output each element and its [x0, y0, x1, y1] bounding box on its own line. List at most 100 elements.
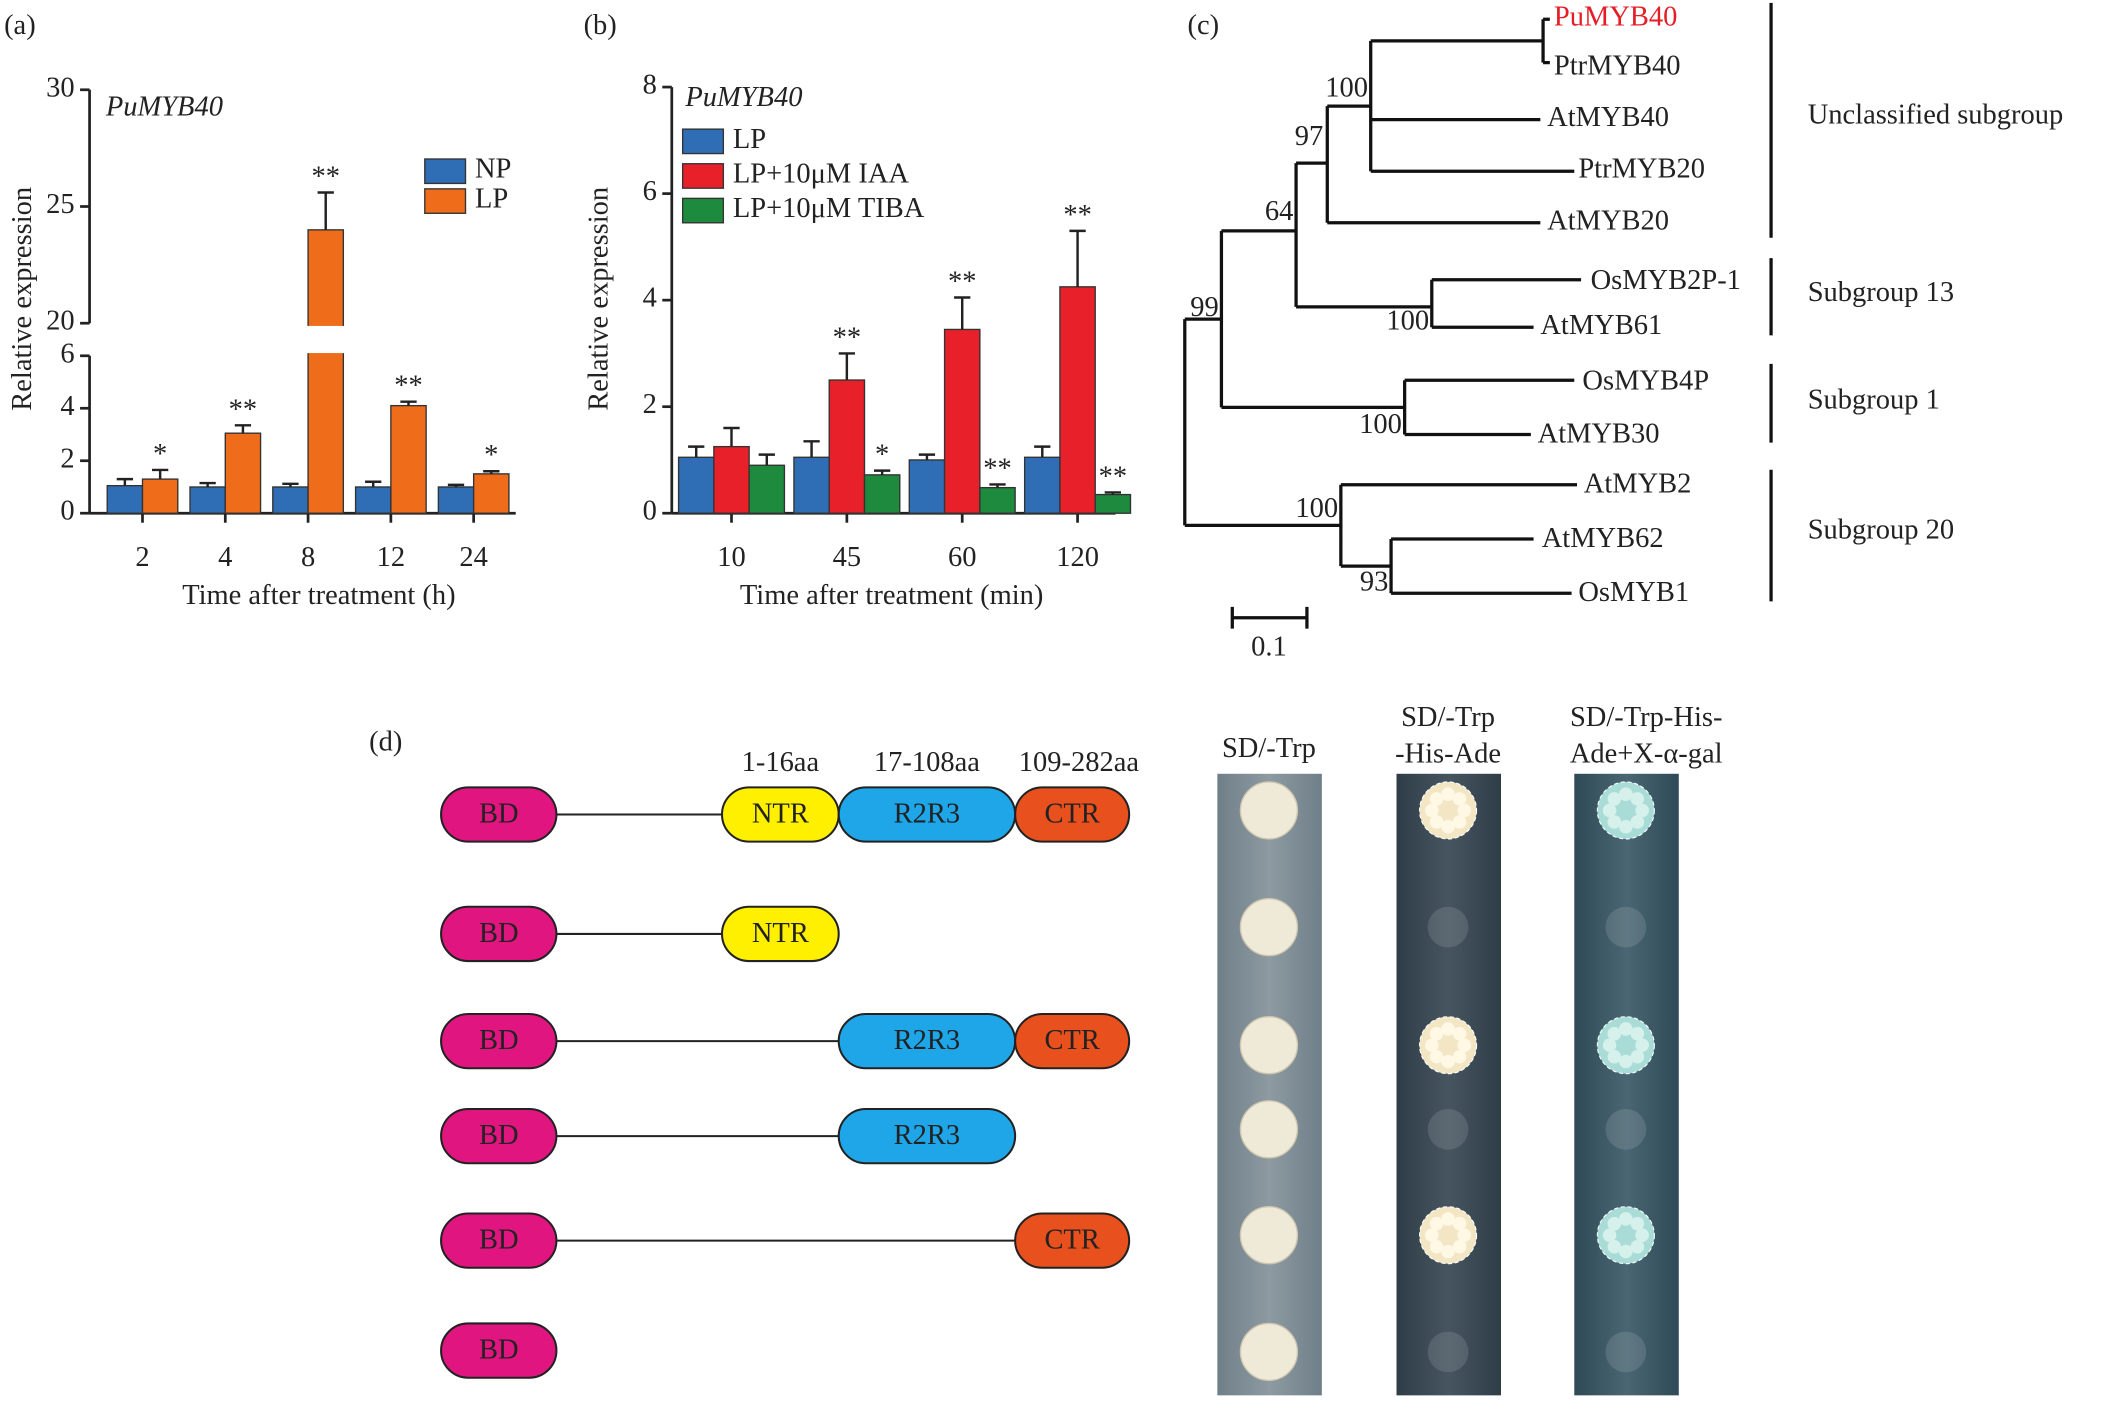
domain [440, 1322, 558, 1379]
domain [837, 1107, 1017, 1165]
colony [1239, 1206, 1299, 1265]
y-tick-label: 6 [643, 176, 657, 207]
colony-texture [1425, 803, 1439, 818]
domain-label: R2R3 [894, 798, 960, 829]
phylogenetic-tree: (c) PuMYB40 PtrMYB40 AtMYB40 PtrMYB20 At… [1183, 2, 2063, 662]
bootstrap-value: 97 [1295, 121, 1323, 152]
y-tick-label: 2 [643, 389, 657, 420]
error-bar [1034, 445, 1051, 458]
bar [437, 486, 475, 514]
legend-label: LP [733, 124, 766, 155]
position-label: 1-16aa [742, 747, 820, 778]
y-tick-label: 30 [46, 72, 74, 103]
colony-texture [1457, 1038, 1472, 1052]
error-bar [234, 424, 252, 434]
y-tick-label: 0 [643, 496, 657, 527]
colony-texture [1441, 1212, 1455, 1226]
position-label: 109-282aa [1019, 747, 1140, 778]
panel-label: (c) [1188, 10, 1220, 41]
colony-texture [1452, 1216, 1467, 1231]
bar [677, 456, 715, 514]
colony-texture [1429, 792, 1444, 806]
plate-header: SD/-Trp-His- [1570, 702, 1722, 733]
error-bar [989, 483, 1006, 488]
spot [1427, 1331, 1469, 1373]
colony-texture [1441, 819, 1455, 834]
error-bar [838, 352, 855, 381]
significance-mark: ** [394, 371, 422, 402]
colony-texture [1602, 1228, 1617, 1243]
domain-label: CTR [1044, 1025, 1099, 1056]
colony-texture [1619, 1022, 1633, 1036]
colony-texture [1607, 815, 1622, 829]
colony-texture [1630, 792, 1645, 806]
bar [472, 473, 510, 514]
x-axis-label: Time after treatment (h) [182, 580, 455, 611]
colony-texture [1429, 1049, 1444, 1064]
y-tick-label: 0 [60, 496, 74, 527]
bar [106, 484, 144, 514]
colony-texture [1630, 815, 1645, 829]
colony-texture [1619, 819, 1633, 834]
error-bar [317, 191, 334, 230]
leaf-label: OsMYB1 [1578, 577, 1689, 608]
leaf-label: AtMYB40 [1547, 102, 1669, 133]
legend-label: LP+10μM IAA [733, 158, 910, 189]
significance-mark: ** [948, 266, 976, 297]
error-bar [116, 477, 133, 486]
colony [1239, 1016, 1299, 1075]
legend-swatch [681, 128, 725, 155]
bootstrap-value: 100 [1386, 306, 1429, 337]
plate-strip [1217, 773, 1322, 1396]
legend-swatch [424, 158, 467, 185]
colony-texture [1619, 787, 1633, 801]
bar [189, 486, 226, 514]
leaf-label: PtrMYB20 [1578, 154, 1705, 185]
y-tick-label: 2 [60, 443, 74, 474]
bar [354, 486, 392, 514]
colony-texture [1441, 1244, 1455, 1259]
domain-label: R2R3 [894, 1025, 960, 1056]
x-axis-label: Time after treatment (min) [740, 580, 1043, 611]
legend-label: LP [475, 184, 508, 215]
domain-label: NTR [752, 798, 809, 829]
domain-label: NTR [752, 918, 809, 949]
domain [440, 905, 558, 963]
y-axis-label: Relative expression [584, 187, 615, 411]
colony-texture [1607, 792, 1622, 806]
error-bar [152, 468, 169, 480]
domain-label: BD [479, 1225, 519, 1256]
colony-texture [1429, 1216, 1444, 1231]
bar [1059, 286, 1096, 514]
panel-label: (b) [584, 10, 617, 41]
x-tick-label: 24 [459, 542, 487, 573]
error-bar [688, 445, 705, 458]
colony-texture [1619, 1054, 1633, 1069]
domain-label: R2R3 [894, 1120, 960, 1151]
y-tick-label: 8 [643, 70, 657, 101]
plate-header: SD/-Trp [1222, 733, 1316, 764]
domain-label: BD [479, 1334, 519, 1365]
colony-texture [1635, 1038, 1649, 1052]
bar [713, 445, 750, 514]
error-bar [1104, 491, 1121, 495]
group-label: Subgroup 20 [1808, 515, 1954, 546]
spot [1427, 906, 1469, 948]
x-tick-label: 10 [717, 542, 745, 573]
domain [440, 786, 558, 843]
colony-texture [1452, 815, 1467, 829]
colony-texture [1630, 1049, 1645, 1064]
leaf-label: OsMYB2P-1 [1591, 265, 1741, 296]
bar [141, 478, 179, 514]
domain [440, 1107, 558, 1165]
bar [828, 379, 866, 514]
error-bar [803, 440, 820, 458]
chart-title: PuMYB40 [105, 91, 223, 122]
significance-mark: ** [229, 394, 257, 425]
error-bar [723, 426, 740, 447]
group-label: Subgroup 13 [1808, 277, 1954, 308]
domain-label: BD [479, 798, 519, 829]
colony-texture [1630, 1216, 1645, 1231]
bar [908, 459, 946, 514]
legend-label: LP+10μM TIBA [733, 193, 925, 224]
